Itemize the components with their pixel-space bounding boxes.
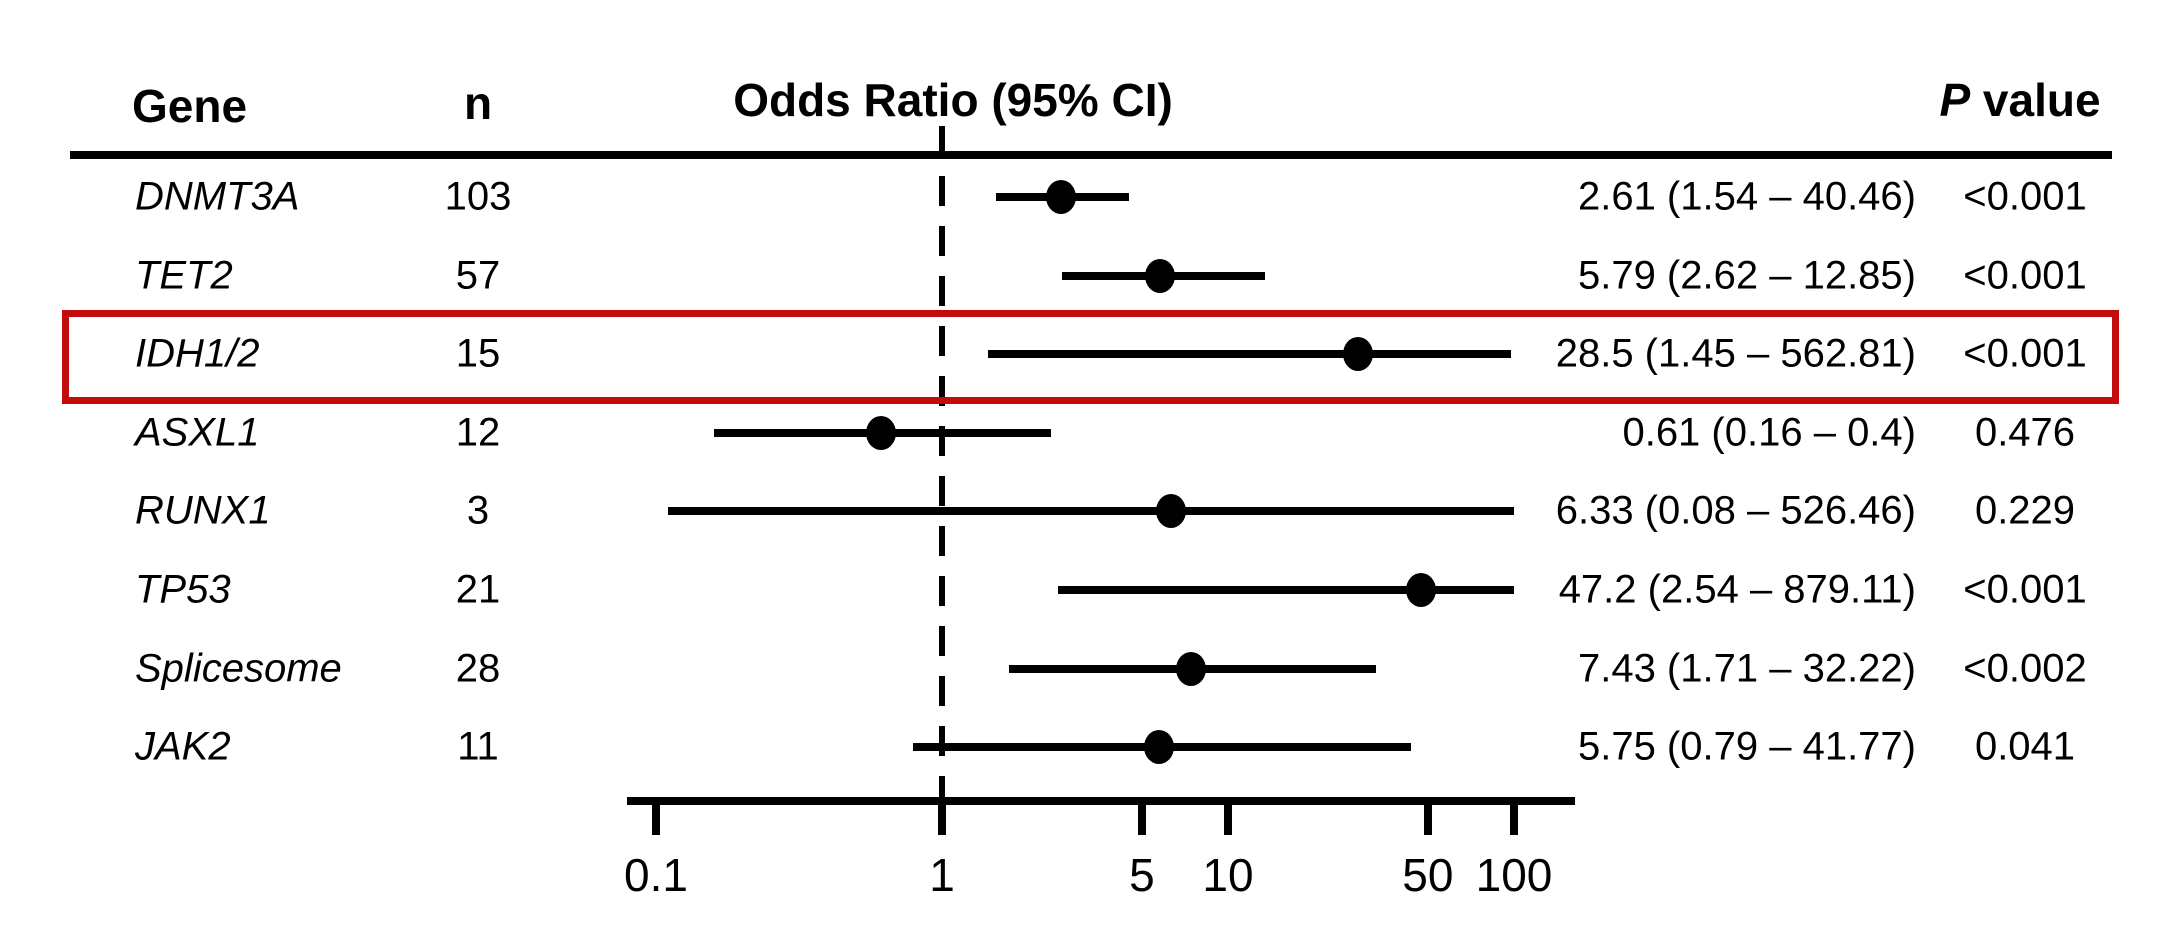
x-axis-tick-label: 0.1 [624, 849, 688, 901]
x-axis-tick [652, 797, 660, 835]
n-value: 11 [457, 724, 499, 769]
or-point [1176, 651, 1207, 686]
p-value-header-italic-p: P [1939, 74, 1971, 126]
p-value: 0.041 [1974, 724, 2076, 769]
column-header-n: n [463, 77, 493, 129]
gene-label: TP53 [135, 567, 231, 612]
column-header-p-value: P value [1939, 73, 2100, 127]
gene-label: ASXL1 [135, 410, 260, 455]
p-value: <0.001 [1963, 331, 2087, 376]
n-value: 57 [455, 253, 501, 298]
x-axis-tick [1510, 797, 1518, 835]
x-axis-tick-label: 1 [929, 849, 955, 901]
x-axis-tick [1224, 797, 1232, 835]
x-axis-line [627, 797, 1575, 805]
gene-label: JAK2 [135, 724, 231, 769]
column-header-odds-ratio: Odds Ratio (95% CI) [733, 74, 1173, 126]
or-point [1405, 573, 1436, 607]
header-rule [70, 151, 2112, 159]
or-ci-text: 47.2 (2.54 – 879.11) [1558, 567, 1916, 612]
or-point [1046, 180, 1077, 214]
highlight-box [62, 310, 2119, 405]
or-ci-text: 7.43 (1.71 – 32.22) [1577, 646, 1916, 691]
p-value-header-rest: value [1970, 74, 2101, 126]
or-point [1343, 337, 1374, 372]
n-value: 21 [455, 567, 501, 612]
x-axis-tick-label: 10 [1202, 849, 1254, 901]
gene-label: TET2 [135, 253, 233, 298]
or-point [1156, 494, 1187, 529]
ci-line [1057, 586, 1514, 594]
or-ci-text: 0.61 (0.16 – 0.4) [1622, 410, 1916, 455]
n-value: 15 [455, 331, 501, 376]
gene-label: Splicesome [135, 646, 342, 691]
ci-line [667, 507, 1514, 516]
x-axis-tick-label: 100 [1475, 849, 1553, 901]
gene-label: DNMT3A [135, 174, 300, 219]
or-ci-text: 5.79 (2.62 – 12.85) [1577, 253, 1916, 298]
gene-label: RUNX1 [135, 488, 271, 533]
p-value: 0.229 [1974, 488, 2076, 533]
p-value: <0.001 [1963, 174, 2087, 219]
reference-line-or-1 [939, 126, 945, 800]
or-ci-text: 5.75 (0.79 – 41.77) [1577, 724, 1916, 769]
or-point [1144, 730, 1175, 765]
or-point [865, 415, 896, 450]
column-header-gene: Gene [132, 80, 248, 132]
p-value: <0.002 [1963, 646, 2087, 691]
or-point [1145, 258, 1176, 293]
or-ci-text: 28.5 (1.45 – 562.81) [1555, 331, 1916, 376]
n-value: 28 [455, 646, 501, 691]
x-axis-tick [1137, 797, 1146, 835]
n-value: 12 [455, 410, 501, 455]
p-value: <0.001 [1963, 253, 2087, 298]
n-value: 3 [466, 488, 490, 533]
p-value: <0.001 [1963, 567, 2087, 612]
p-value: 0.476 [1974, 410, 2076, 455]
n-value: 103 [444, 174, 512, 219]
x-axis-tick [938, 797, 946, 835]
x-axis-tick [1423, 797, 1432, 835]
or-ci-text: 6.33 (0.08 – 526.46) [1555, 488, 1916, 533]
x-axis-tick-label: 5 [1129, 849, 1155, 901]
gene-label: IDH1/2 [135, 331, 260, 376]
ci-line [988, 350, 1512, 359]
or-ci-text: 2.61 (1.54 – 40.46) [1577, 174, 1916, 219]
x-axis-tick-label: 50 [1402, 849, 1454, 901]
